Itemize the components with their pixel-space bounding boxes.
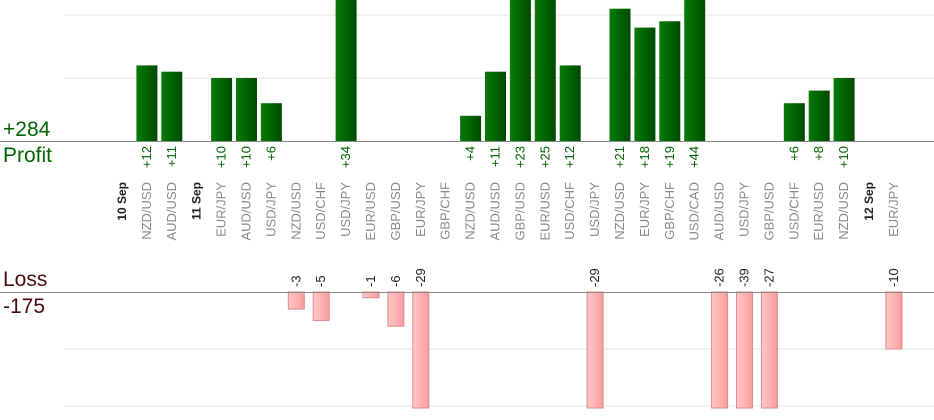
- pair-label: GBP/USD: [388, 182, 403, 241]
- pair-label: GBP/CHF: [662, 182, 677, 240]
- profit-value-label: +23: [512, 146, 527, 168]
- profit-bar: [260, 103, 282, 141]
- loss-value-label: -39: [737, 268, 752, 287]
- profit-value-label: +34: [338, 146, 353, 168]
- loss-bar: [760, 291, 778, 409]
- profit-bar: [136, 65, 158, 141]
- pair-label: NZD/USD: [836, 182, 851, 240]
- pair-label: NZD/USD: [463, 182, 478, 240]
- pair-label: USD/CAD: [687, 182, 702, 241]
- pair-label: NZD/USD: [288, 182, 303, 240]
- date-label: 10 Sep: [115, 182, 129, 221]
- pair-label: USD/JPY: [338, 182, 353, 237]
- loss-value-label: -1: [363, 275, 378, 287]
- profit-value-label: +6: [263, 146, 278, 161]
- loss-bar: [412, 291, 430, 409]
- pair-label: EUR/JPY: [886, 182, 901, 237]
- profit-value-label: +8: [811, 146, 826, 161]
- profit-value-label: +25: [537, 146, 552, 168]
- labels: 10 Sep NZD/USD +12 AUD/USD +11 11 Sep EUR/JPY +…: [115, 146, 901, 287]
- pair-label: GBP/USD: [512, 182, 527, 241]
- pair-label: NZD/USD: [612, 182, 627, 240]
- profit-bar: [211, 78, 233, 141]
- loss-bar: [885, 291, 903, 350]
- profit-value-label: +18: [637, 146, 652, 168]
- axes: [0, 141, 934, 293]
- pair-label: USD/JPY: [263, 182, 278, 237]
- pair-label: AUD/USD: [239, 182, 254, 241]
- loss-bar: [287, 291, 305, 310]
- profit-value-label: +12: [562, 146, 577, 168]
- date-label: 11 Sep: [190, 182, 204, 220]
- profit-value-label: +19: [662, 146, 677, 168]
- profit-bar: [808, 90, 830, 141]
- loss-bar: [387, 291, 405, 327]
- profit-label: Profit: [3, 144, 53, 167]
- pair-label: EUR/JPY: [214, 182, 229, 237]
- profit-value-label: +12: [139, 146, 154, 168]
- loss-bar: [736, 291, 753, 409]
- pair-label: EUR/USD: [811, 182, 826, 241]
- pair-label: EUR/USD: [363, 182, 378, 241]
- profit-bar: [236, 78, 257, 141]
- loss-bar: [312, 291, 330, 321]
- pair-label: AUD/USD: [164, 182, 179, 241]
- profit-bar: [534, 0, 556, 141]
- pair-label: NZD/USD: [139, 182, 154, 240]
- loss-value-label: -5: [313, 275, 328, 287]
- loss-value-label: -26: [712, 268, 727, 287]
- profit-bar: [509, 0, 531, 141]
- loss-value-label: -27: [761, 268, 776, 287]
- profit-value-label: +10: [239, 146, 254, 168]
- profit-total: +284: [3, 118, 51, 141]
- profit-bar: [609, 8, 631, 142]
- loss-bar: [711, 291, 729, 409]
- profit-value-label: +11: [164, 146, 179, 167]
- profit-bar: [833, 78, 855, 141]
- loss-bar: [586, 291, 604, 409]
- pair-label: EUR/JPY: [637, 182, 652, 237]
- pair-label: GBP/USD: [761, 182, 776, 241]
- profit-value-label: +21: [612, 146, 627, 168]
- loss-value-label: -10: [886, 268, 901, 287]
- pair-label: EUR/USD: [537, 182, 552, 241]
- profit-value-label: +10: [214, 146, 229, 168]
- loss-value-label: -6: [388, 275, 403, 287]
- profit-bar: [460, 115, 482, 141]
- date-label: 12 Sep: [862, 182, 876, 221]
- profit-bar: [634, 27, 656, 142]
- loss-value-label: -3: [288, 275, 303, 287]
- profit-bar: [659, 21, 681, 141]
- pair-label: GBP/CHF: [438, 182, 453, 240]
- pair-label: USD/JPY: [587, 182, 602, 237]
- profit-bar: [335, 0, 357, 141]
- pair-label: USD/CHF: [562, 182, 577, 240]
- profit-value-label: +44: [687, 146, 702, 168]
- pair-label: AUD/USD: [712, 182, 727, 241]
- pair-label: USD/JPY: [737, 182, 752, 237]
- loss-label: Loss: [3, 268, 48, 291]
- profit-value-label: +10: [836, 146, 851, 168]
- pair-label: AUD/USD: [488, 182, 503, 241]
- profit-bar: [559, 65, 581, 141]
- loss-value-label: -29: [587, 268, 602, 287]
- profit-value-label: +4: [463, 146, 478, 161]
- profit-bar: [783, 103, 805, 141]
- profit-bar: [485, 71, 506, 141]
- pair-label: USD/CHF: [313, 182, 328, 240]
- profit-value-label: +6: [786, 146, 801, 161]
- pair-label: USD/CHF: [786, 182, 801, 240]
- loss-value-label: -29: [413, 268, 428, 287]
- pair-label: EUR/JPY: [413, 182, 428, 237]
- profit-bar: [161, 71, 183, 141]
- bars: [136, 0, 903, 409]
- profit-bar: [684, 0, 706, 141]
- loss-total: -175: [3, 295, 46, 318]
- profit-value-label: +11: [488, 146, 503, 167]
